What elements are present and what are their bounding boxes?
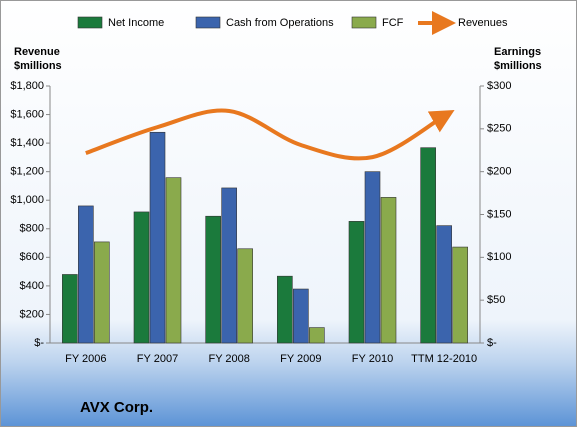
bar (364, 171, 381, 344)
x-tick-label: FY 2006 (65, 353, 106, 365)
y2-tick-label: $300 (487, 80, 511, 92)
bar (62, 274, 78, 344)
caption: AVX Corp. (80, 399, 153, 416)
bar (452, 246, 468, 344)
bar (237, 248, 253, 344)
x-tick-label: FY 2008 (208, 353, 249, 365)
legend-label: Cash from Operations (226, 17, 334, 29)
y-tick-label: $- (34, 337, 44, 349)
y-axis-title: $millions (14, 60, 62, 72)
bar (420, 147, 436, 344)
y-tick-label: $1,600 (10, 108, 44, 120)
x-tick-label: TTM 12-2010 (411, 353, 477, 365)
y-tick-label: $1,000 (10, 194, 44, 206)
x-tick-label: FY 2010 (352, 353, 393, 365)
y-tick-label: $1,200 (10, 166, 44, 178)
y-tick-label: $1,400 (10, 137, 44, 149)
revenue-line (85, 108, 455, 161)
bar (348, 221, 365, 344)
bar (94, 241, 110, 344)
legend-swatch (77, 16, 103, 29)
bar (165, 177, 182, 344)
y2-tick-label: $200 (487, 166, 511, 178)
bar (293, 288, 309, 344)
x-tick-label: FY 2009 (280, 353, 321, 365)
y-tick-label: $600 (20, 251, 44, 263)
y2-tick-label: $150 (487, 208, 511, 220)
y2-tick-label: $- (487, 337, 497, 349)
y2-tick-label: $250 (487, 123, 511, 135)
legend-label: FCF (382, 17, 404, 29)
legend-swatch (195, 16, 221, 29)
bar (205, 215, 221, 344)
bar (133, 211, 150, 344)
legend-label: Revenues (458, 17, 508, 29)
legend-swatch (351, 16, 377, 29)
y2-axis-title: Earnings (494, 46, 541, 58)
y2-tick-label: $50 (487, 294, 505, 306)
y2-axis-title: $millions (494, 60, 542, 72)
bar (309, 327, 325, 344)
y-tick-label: $1,800 (10, 80, 44, 92)
y-tick-label: $200 (20, 308, 44, 320)
bar (78, 205, 94, 344)
y-axis-title: Revenue (14, 46, 60, 58)
legend-label: Net Income (108, 17, 164, 29)
y-tick-label: $400 (20, 280, 44, 292)
bar (277, 275, 293, 344)
bar (436, 225, 452, 344)
bar (149, 131, 166, 344)
x-tick-label: FY 2007 (137, 353, 178, 365)
bar (221, 187, 237, 344)
bar (380, 197, 397, 344)
y2-tick-label: $100 (487, 251, 511, 263)
y-tick-label: $800 (20, 223, 44, 235)
